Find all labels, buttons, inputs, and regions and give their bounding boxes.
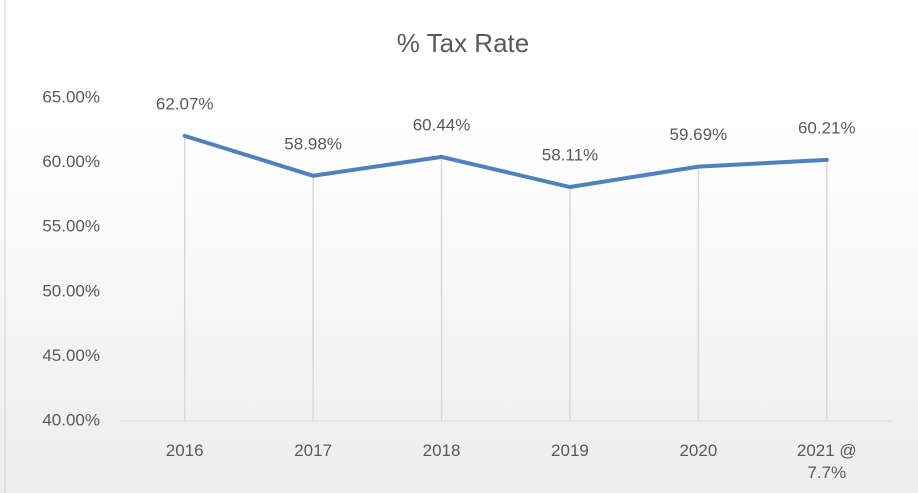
data-label: 58.11% xyxy=(542,146,598,165)
data-label: 60.44% xyxy=(413,115,471,134)
y-tick-label: 60.00% xyxy=(42,152,100,171)
series-line xyxy=(182,133,829,190)
x-tick-label: 2020 xyxy=(679,441,718,460)
y-tick-label: 40.00% xyxy=(42,410,100,429)
x-tick-label: 2016 xyxy=(165,441,204,460)
chart-title: % Tax Rate xyxy=(397,28,529,58)
x-tick-label: 2018 xyxy=(422,441,461,460)
data-label: 60.21% xyxy=(798,118,856,137)
data-label: 58.98% xyxy=(284,134,342,153)
data-label: 59.69% xyxy=(670,125,728,144)
y-tick-label: 45.00% xyxy=(42,346,100,365)
y-tick-label: 55.00% xyxy=(42,217,100,236)
y-tick-label: 65.00% xyxy=(42,87,100,106)
x-tick-label: 2017 xyxy=(294,441,333,460)
y-tick-label: 50.00% xyxy=(42,281,100,300)
x-tick-label: 2021 @ 7.7% xyxy=(796,441,857,482)
x-tick-label: 2019 xyxy=(551,441,589,460)
data-label: 62.07% xyxy=(156,94,214,113)
